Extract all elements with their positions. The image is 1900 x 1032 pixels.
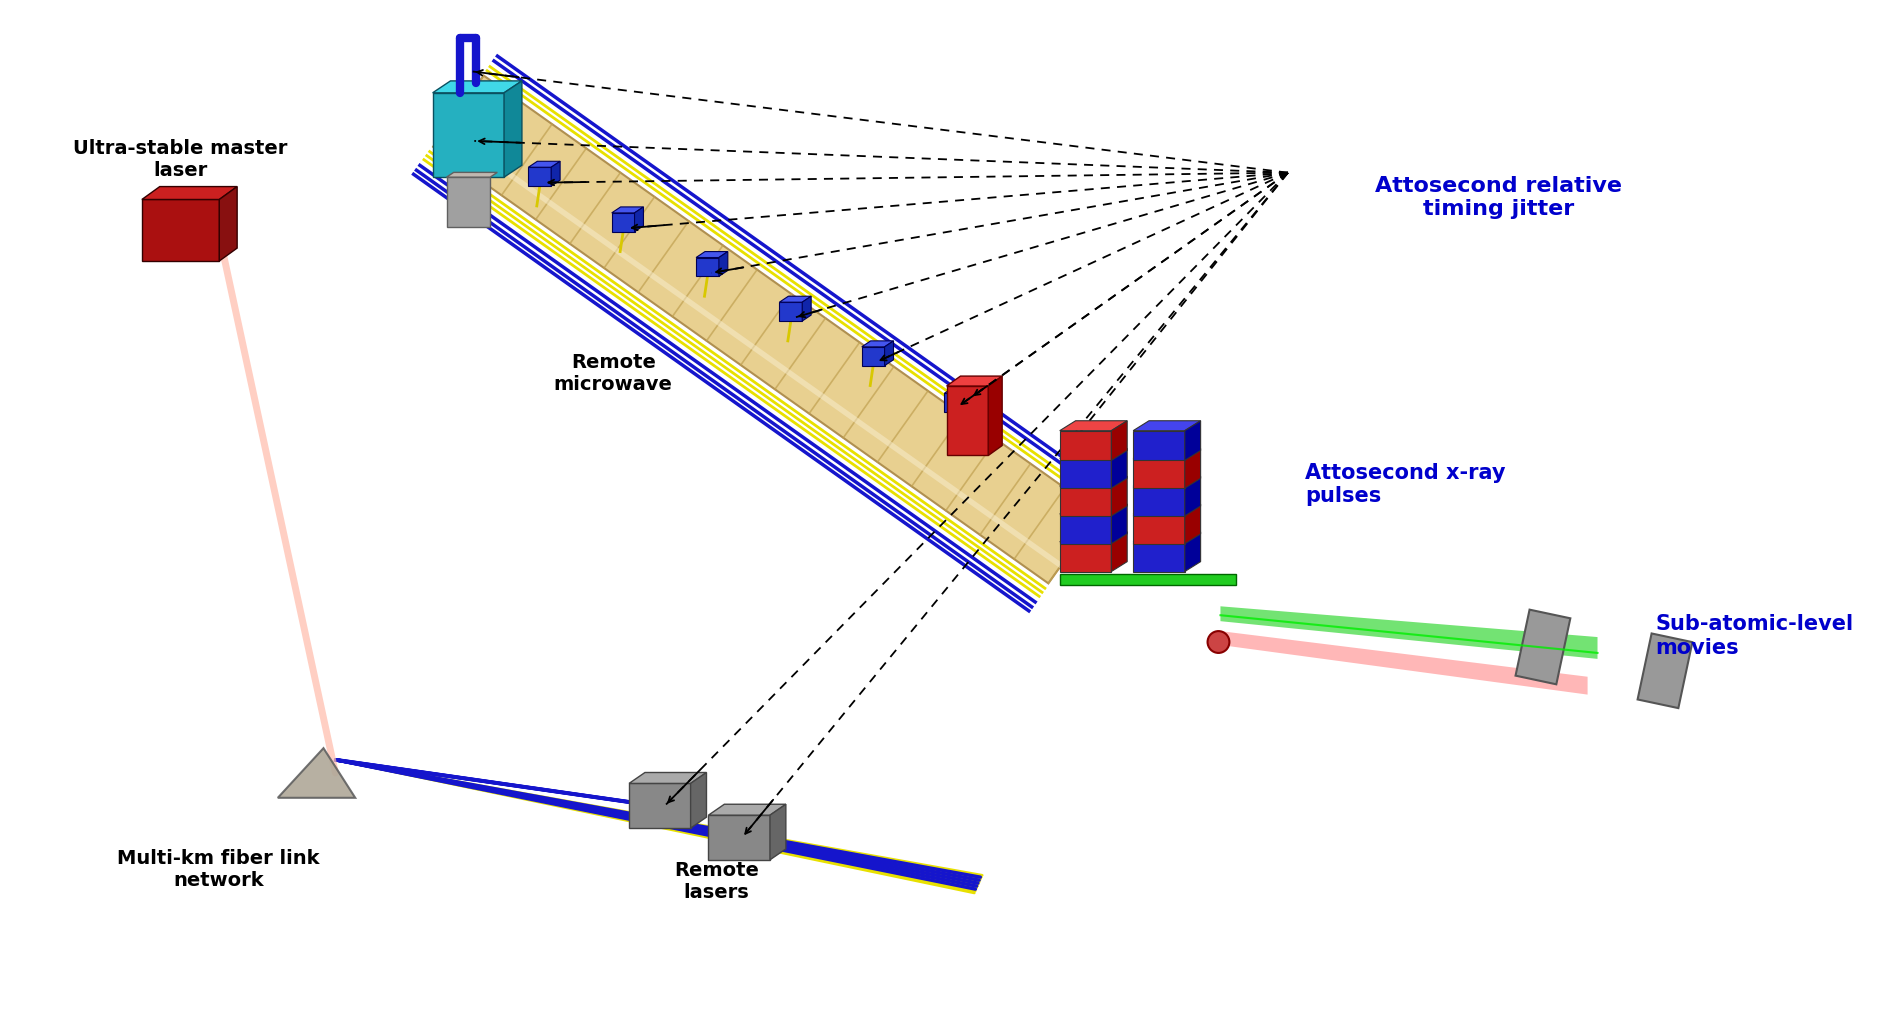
Polygon shape	[1132, 430, 1186, 460]
Polygon shape	[433, 93, 504, 178]
Polygon shape	[629, 773, 707, 783]
Polygon shape	[1186, 531, 1201, 572]
Circle shape	[1208, 632, 1229, 653]
Polygon shape	[629, 783, 690, 828]
Polygon shape	[1060, 486, 1111, 516]
Polygon shape	[142, 187, 238, 199]
Polygon shape	[551, 161, 560, 186]
Polygon shape	[1186, 504, 1201, 544]
Polygon shape	[528, 161, 560, 167]
Text: Remote
lasers: Remote lasers	[674, 861, 758, 902]
Polygon shape	[1186, 477, 1201, 516]
Polygon shape	[718, 252, 728, 277]
Polygon shape	[1638, 634, 1693, 708]
Polygon shape	[1060, 421, 1127, 430]
Text: Sub-atomic-level
movies: Sub-atomic-level movies	[1655, 614, 1852, 657]
Polygon shape	[779, 302, 802, 321]
Polygon shape	[218, 187, 238, 261]
Polygon shape	[635, 206, 644, 232]
Polygon shape	[709, 804, 787, 815]
Polygon shape	[1060, 458, 1111, 488]
Polygon shape	[802, 296, 811, 321]
Polygon shape	[504, 80, 522, 178]
Polygon shape	[1186, 421, 1201, 460]
Polygon shape	[446, 172, 498, 178]
Polygon shape	[1132, 477, 1201, 486]
Polygon shape	[690, 773, 707, 828]
Polygon shape	[1112, 449, 1127, 488]
Text: Attosecond x-ray
pulses: Attosecond x-ray pulses	[1305, 462, 1505, 506]
Polygon shape	[1060, 542, 1111, 572]
Polygon shape	[433, 80, 522, 93]
Text: Multi-km fiber link
network: Multi-km fiber link network	[118, 848, 319, 890]
Polygon shape	[142, 199, 218, 261]
Polygon shape	[988, 376, 1001, 455]
Polygon shape	[1132, 514, 1186, 544]
Polygon shape	[433, 75, 1098, 583]
Polygon shape	[1132, 542, 1186, 572]
Polygon shape	[709, 815, 770, 860]
Polygon shape	[1186, 449, 1201, 488]
Polygon shape	[863, 341, 893, 347]
Polygon shape	[863, 347, 885, 365]
Polygon shape	[1220, 632, 1588, 695]
Polygon shape	[1060, 574, 1237, 585]
Polygon shape	[446, 178, 490, 227]
Polygon shape	[1060, 531, 1127, 542]
Polygon shape	[1112, 531, 1127, 572]
Polygon shape	[1516, 610, 1569, 684]
Polygon shape	[695, 258, 718, 277]
Polygon shape	[1112, 504, 1127, 544]
Text: Ultra-stable master
laser: Ultra-stable master laser	[74, 139, 287, 181]
Polygon shape	[695, 252, 728, 258]
Polygon shape	[277, 748, 355, 798]
Polygon shape	[885, 341, 893, 365]
Polygon shape	[770, 804, 787, 860]
Polygon shape	[779, 296, 811, 302]
Polygon shape	[967, 387, 977, 413]
Polygon shape	[1060, 449, 1127, 458]
Polygon shape	[1060, 477, 1127, 486]
Polygon shape	[1112, 477, 1127, 516]
Text: Remote
microwave: Remote microwave	[553, 353, 673, 393]
Polygon shape	[1132, 531, 1201, 542]
Polygon shape	[1132, 449, 1201, 458]
Polygon shape	[1132, 486, 1186, 516]
Polygon shape	[1132, 421, 1201, 430]
Polygon shape	[1060, 430, 1111, 460]
Text: Attosecond relative
timing jitter: Attosecond relative timing jitter	[1376, 175, 1623, 219]
Polygon shape	[944, 393, 967, 413]
Polygon shape	[1220, 606, 1598, 658]
Polygon shape	[528, 167, 551, 186]
Polygon shape	[1132, 504, 1201, 514]
Polygon shape	[612, 206, 644, 213]
Polygon shape	[612, 213, 635, 232]
Polygon shape	[1112, 421, 1127, 460]
Polygon shape	[946, 376, 1001, 386]
Polygon shape	[946, 386, 988, 455]
Polygon shape	[944, 387, 977, 393]
Polygon shape	[1060, 514, 1111, 544]
Polygon shape	[1132, 458, 1186, 488]
Polygon shape	[1060, 504, 1127, 514]
